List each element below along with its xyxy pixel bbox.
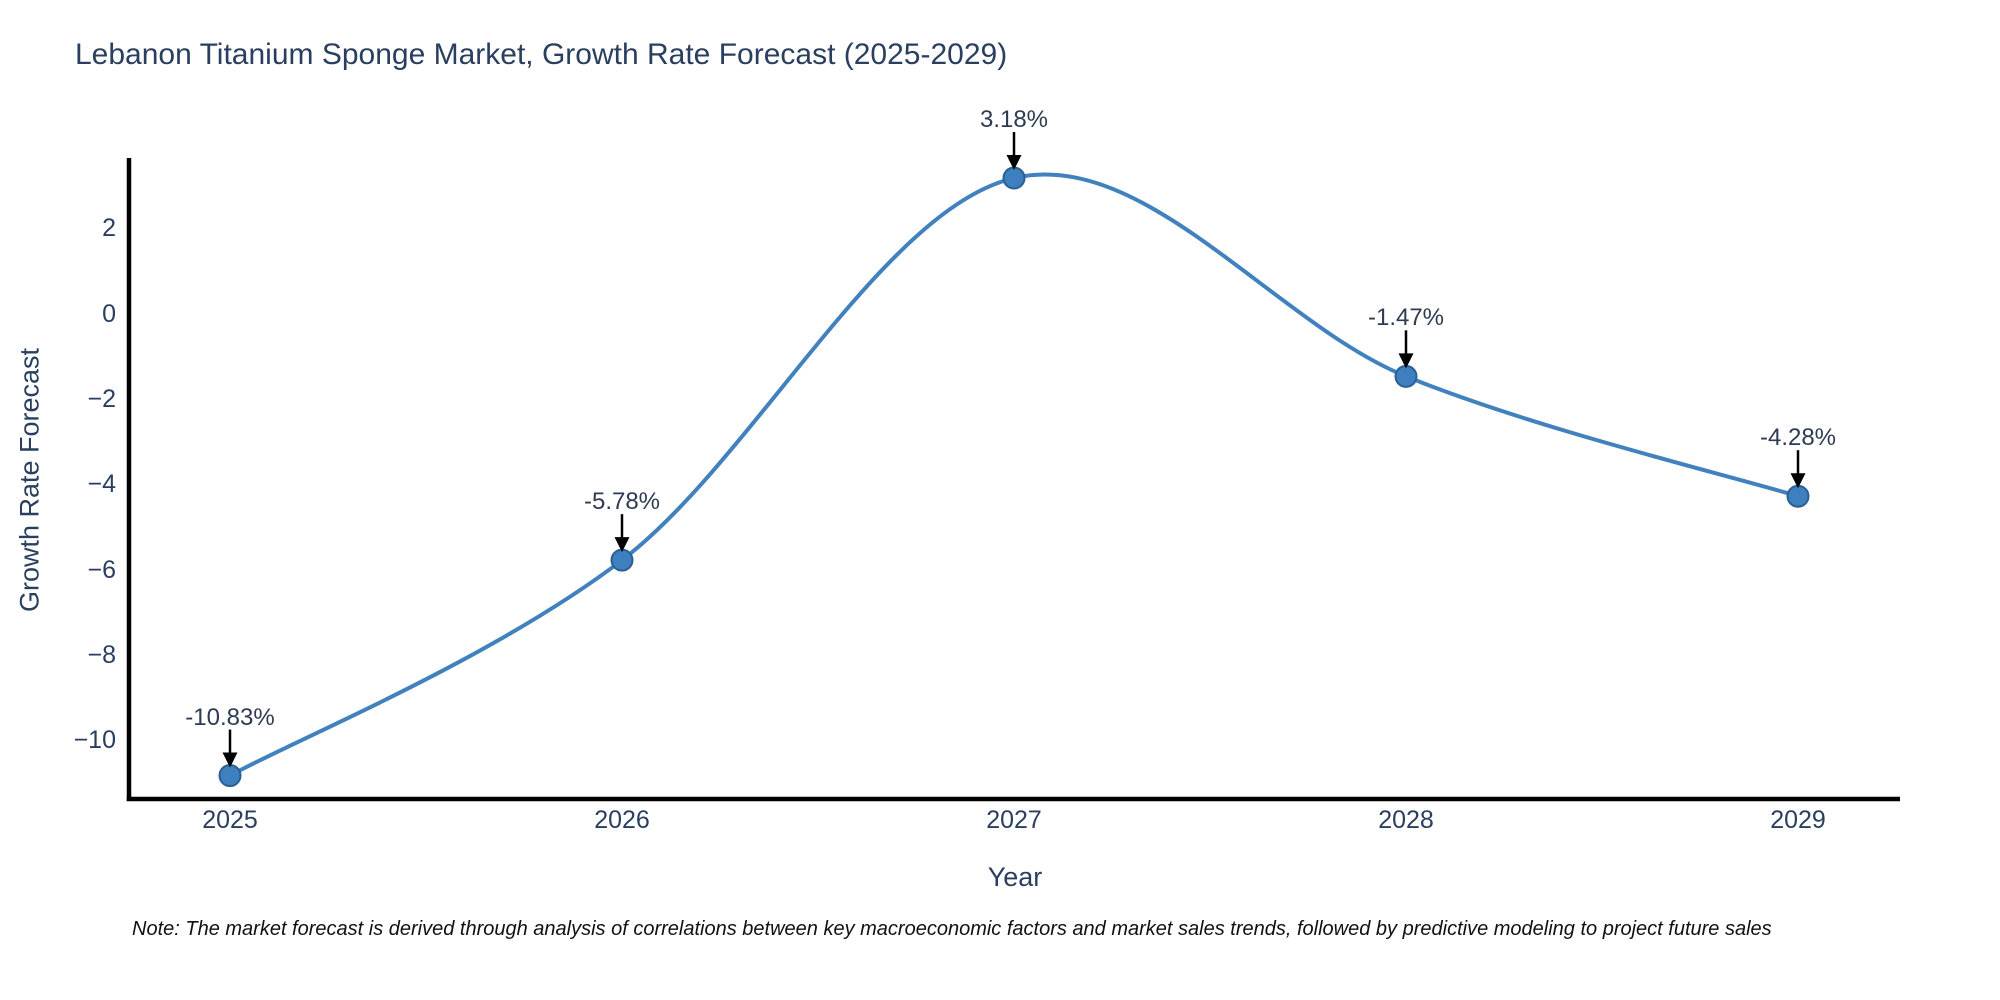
data-point[interactable] bbox=[218, 764, 242, 788]
y-axis-title: Growth Rate Forecast bbox=[14, 347, 45, 613]
data-point[interactable] bbox=[1786, 484, 1810, 508]
x-axis-title: Year bbox=[987, 862, 1043, 892]
data-point[interactable] bbox=[1002, 166, 1026, 190]
series-line bbox=[229, 172, 1799, 778]
x-tick-label: 2025 bbox=[202, 806, 258, 834]
y-tick-label: −6 bbox=[87, 555, 116, 584]
chart-title: Lebanon Titanium Sponge Market, Growth R… bbox=[75, 38, 1008, 71]
x-tick-label: 2028 bbox=[1378, 806, 1434, 834]
y-tick-label: 0 bbox=[102, 299, 116, 328]
point-value-label: -10.83% bbox=[185, 703, 275, 731]
annotation-arrow-head bbox=[1006, 155, 1022, 171]
x-tick-label: 2027 bbox=[986, 806, 1042, 834]
y-tick-label: −4 bbox=[87, 470, 116, 499]
footnote: Note: The market forecast is derived thr… bbox=[132, 918, 1772, 940]
line-series bbox=[218, 166, 1810, 788]
y-tick-label: 2 bbox=[102, 214, 116, 243]
annotation-arrow-head bbox=[614, 537, 630, 553]
x-tick-label: 2026 bbox=[594, 806, 650, 834]
point-value-label: -5.78% bbox=[583, 488, 661, 516]
point-value-label: 3.18% bbox=[979, 106, 1049, 134]
data-point[interactable] bbox=[610, 548, 634, 572]
annotation-arrows bbox=[222, 132, 1806, 768]
y-tick-label: −10 bbox=[73, 726, 116, 755]
point-value-label: -4.28% bbox=[1759, 424, 1837, 452]
annotation-arrow-head bbox=[222, 752, 238, 768]
point-value-label: -1.47% bbox=[1367, 304, 1445, 332]
data-point[interactable] bbox=[1394, 364, 1418, 388]
annotation-arrow-head bbox=[1398, 353, 1414, 369]
annotation-arrow-head bbox=[1790, 473, 1806, 489]
y-tick-label: −8 bbox=[87, 640, 116, 669]
y-tick-label: −2 bbox=[87, 384, 116, 413]
x-tick-label: 2029 bbox=[1770, 806, 1826, 834]
